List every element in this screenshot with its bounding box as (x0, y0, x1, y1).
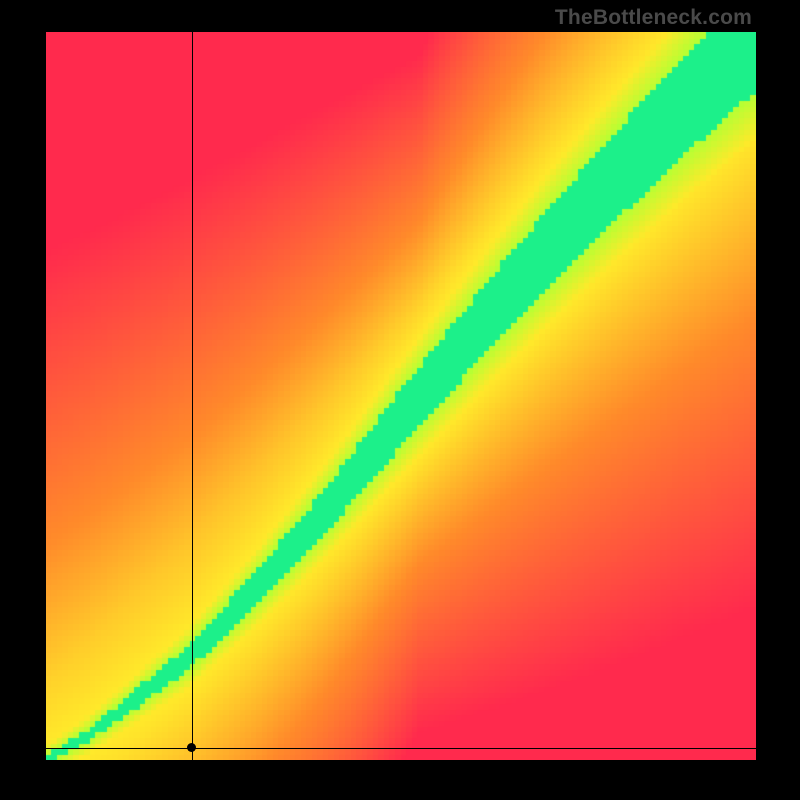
chart-container: { "watermark": { "text": "TheBottleneck.… (0, 0, 800, 800)
crosshair-vertical (192, 32, 193, 760)
heatmap-canvas (46, 32, 756, 760)
heatmap-plot-area (46, 32, 756, 760)
crosshair-horizontal (46, 748, 756, 749)
watermark-text: TheBottleneck.com (555, 6, 752, 30)
